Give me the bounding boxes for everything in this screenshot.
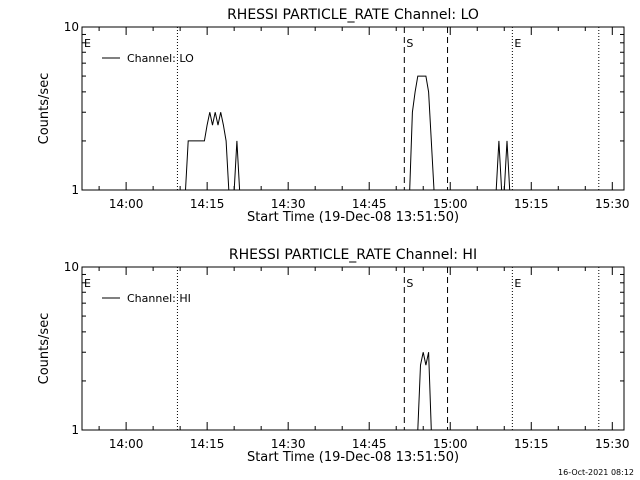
x-tick-label: 15:00: [433, 437, 468, 451]
x-tick-label: 14:45: [352, 437, 387, 451]
event-marker-label: S: [406, 277, 413, 290]
y-tick-label: 1: [71, 183, 79, 197]
chart-title: RHESSI PARTICLE_RATE Channel: HI: [229, 247, 477, 263]
x-tick-label: 15:15: [514, 197, 549, 211]
timestamp-label: 16-Oct-2021 08:12: [558, 468, 634, 477]
x-tick-label: 14:00: [109, 437, 144, 451]
x-tick-label: 15:30: [595, 437, 630, 451]
y-axis-label: Counts/sec: [37, 313, 52, 385]
x-tick-label: 15:30: [595, 197, 630, 211]
x-tick-label: 15:00: [433, 197, 468, 211]
series-line: [185, 75, 511, 191]
x-axis-label: Start Time (19-Dec-08 13:51:50): [247, 450, 459, 465]
x-tick-label: 15:15: [514, 437, 549, 451]
y-tick-label: 10: [64, 260, 79, 274]
y-tick-label: 10: [64, 20, 79, 34]
chart-panel-1: RHESSI PARTICLE_RATE Channel: LO 14:00 14:…: [37, 7, 630, 225]
chart-panel-2: RHESSI PARTICLE_RATE Channel: HI 14:00 14:…: [37, 247, 630, 465]
x-tick-label: 14:00: [109, 197, 144, 211]
legend-entry: Channel: LO: [127, 52, 194, 65]
x-tick-label: 14:15: [190, 437, 225, 451]
series-line: [417, 352, 432, 431]
x-axis-label: Start Time (19-Dec-08 13:51:50): [247, 210, 459, 225]
event-marker-label: E: [84, 37, 91, 50]
event-marker-label: E: [514, 277, 521, 290]
legend-entry: Channel: HI: [127, 292, 191, 305]
x-tick-label: 14:30: [271, 197, 306, 211]
x-tick-label: 14:45: [352, 197, 387, 211]
x-tick-label: 14:15: [190, 197, 225, 211]
event-marker-label: S: [406, 37, 413, 50]
y-tick-label: 1: [71, 423, 79, 437]
x-tick-label: 14:30: [271, 437, 306, 451]
event-marker-label: E: [514, 37, 521, 50]
y-axis-label: Counts/sec: [37, 73, 52, 145]
chart-title: RHESSI PARTICLE_RATE Channel: LO: [227, 7, 479, 23]
event-marker-label: E: [84, 277, 91, 290]
